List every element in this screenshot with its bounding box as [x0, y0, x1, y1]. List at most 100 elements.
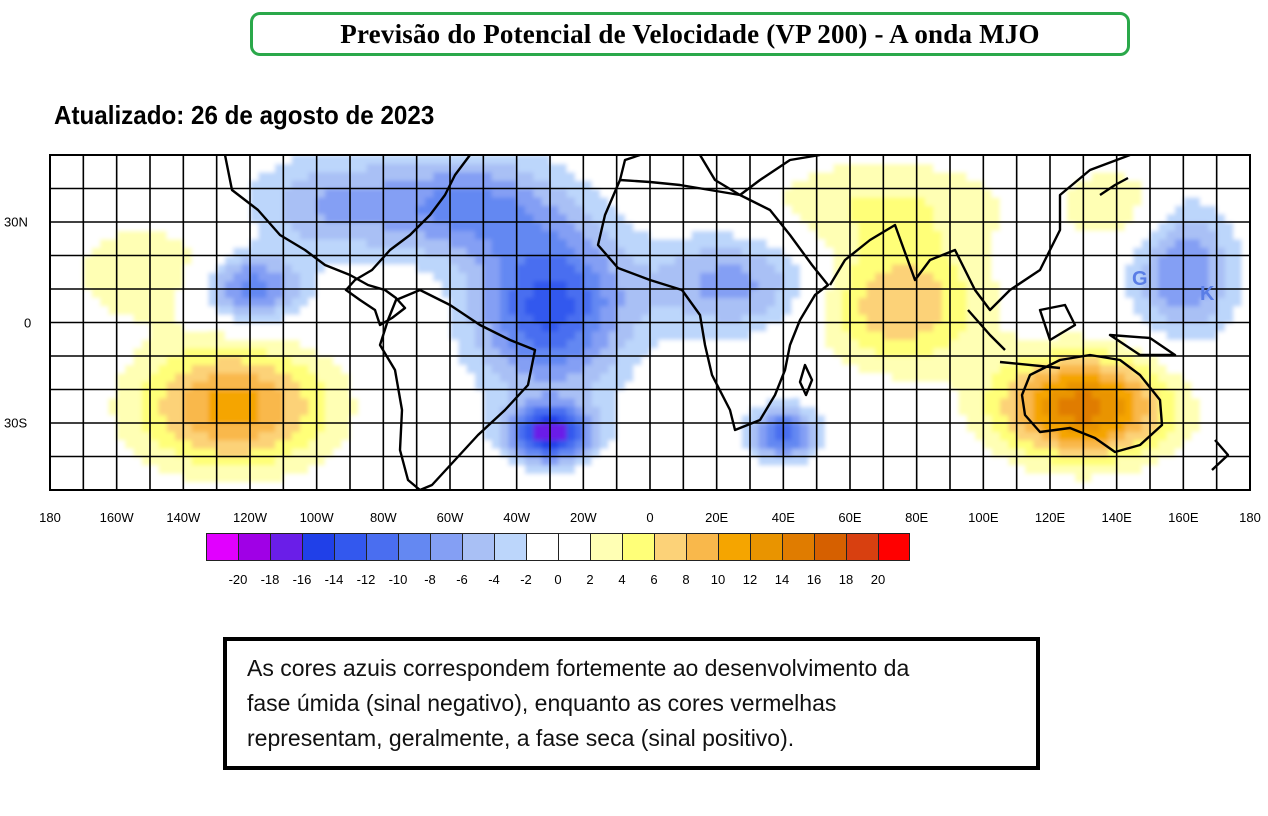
field-cell	[408, 230, 418, 240]
field-cell	[766, 196, 776, 206]
longitude-label: 40W	[503, 510, 531, 525]
field-cell	[133, 305, 143, 315]
field-cell	[558, 389, 568, 399]
field-cell	[1133, 364, 1143, 374]
field-cell	[166, 305, 176, 315]
field-cell	[866, 263, 876, 273]
field-cell	[300, 280, 309, 290]
field-cell	[883, 372, 893, 382]
field-cell	[725, 339, 734, 349]
field-cell	[983, 414, 993, 424]
field-cell	[616, 364, 626, 374]
field-cell	[491, 314, 501, 324]
field-cell	[100, 330, 109, 340]
field-cell	[408, 238, 418, 248]
field-cell	[475, 347, 484, 357]
field-cell	[225, 289, 234, 298]
field-cell	[283, 213, 293, 223]
field-cell	[583, 297, 593, 307]
field-cell	[550, 213, 559, 223]
field-cell	[283, 305, 293, 315]
field-cell	[283, 247, 293, 257]
field-cell	[1141, 356, 1151, 365]
field-cell	[508, 230, 518, 240]
field-cell	[975, 205, 984, 215]
field-cell	[1016, 196, 1026, 206]
longitude-label: 20E	[705, 510, 729, 525]
field-cell	[891, 180, 901, 190]
field-cell	[250, 389, 259, 399]
field-cell	[833, 222, 843, 231]
field-cell	[125, 272, 134, 282]
field-cell	[983, 196, 993, 206]
field-cell	[183, 280, 193, 290]
field-cell	[400, 205, 409, 215]
field-cell	[433, 180, 443, 190]
field-cell	[100, 423, 109, 432]
field-cell	[425, 297, 434, 307]
field-cell	[641, 322, 651, 332]
field-cell	[158, 364, 168, 374]
field-cell	[758, 448, 768, 458]
field-cell	[700, 238, 709, 248]
field-cell	[141, 314, 151, 324]
field-cell	[541, 356, 551, 365]
colorbar	[206, 533, 910, 561]
field-cell	[1141, 230, 1151, 240]
field-cell	[191, 238, 201, 248]
field-cell	[1216, 222, 1226, 231]
field-cell	[183, 339, 193, 349]
field-cell	[1008, 238, 1018, 248]
field-cell	[125, 397, 134, 407]
field-cell	[108, 406, 118, 416]
field-cell	[850, 372, 859, 382]
field-cell	[950, 305, 959, 315]
field-cell	[983, 305, 993, 315]
field-cell	[275, 431, 284, 441]
field-cell	[466, 238, 476, 248]
field-cell	[1083, 196, 1093, 206]
field-cell	[166, 247, 176, 257]
field-cell	[633, 314, 643, 324]
field-cell	[858, 280, 868, 290]
field-cell	[1183, 205, 1193, 215]
field-cell	[1116, 272, 1126, 282]
field-cell	[408, 272, 418, 282]
field-cell	[275, 314, 284, 324]
field-cell	[1050, 196, 1059, 206]
field-cell	[550, 381, 559, 391]
field-cell	[916, 205, 926, 215]
field-cell	[666, 272, 676, 282]
field-cell	[291, 389, 301, 399]
field-cell	[1100, 356, 1109, 365]
field-cell	[925, 180, 934, 190]
field-cell	[183, 364, 193, 374]
field-cell	[366, 381, 376, 391]
field-cell	[883, 364, 893, 374]
field-cell	[266, 213, 276, 223]
field-cell	[883, 280, 893, 290]
field-cell	[1191, 322, 1201, 332]
field-cell	[333, 171, 343, 181]
field-cell	[958, 280, 968, 290]
field-cell	[258, 297, 268, 307]
field-cell	[1033, 205, 1043, 215]
field-cell	[741, 255, 751, 265]
field-cell	[1025, 389, 1034, 399]
field-cell	[383, 263, 393, 273]
field-cell	[625, 356, 634, 365]
field-cell	[508, 171, 518, 181]
field-cell	[166, 347, 176, 357]
field-cell	[875, 330, 884, 340]
field-cell	[1150, 364, 1159, 374]
field-cell	[566, 230, 576, 240]
field-cell	[516, 314, 526, 324]
field-cell	[358, 180, 368, 190]
field-cell	[550, 397, 559, 407]
field-cell	[258, 255, 268, 265]
field-cell	[516, 238, 526, 248]
field-cell	[708, 330, 718, 340]
field-cell	[991, 188, 1001, 198]
field-cell	[466, 188, 476, 198]
field-cell	[716, 297, 726, 307]
